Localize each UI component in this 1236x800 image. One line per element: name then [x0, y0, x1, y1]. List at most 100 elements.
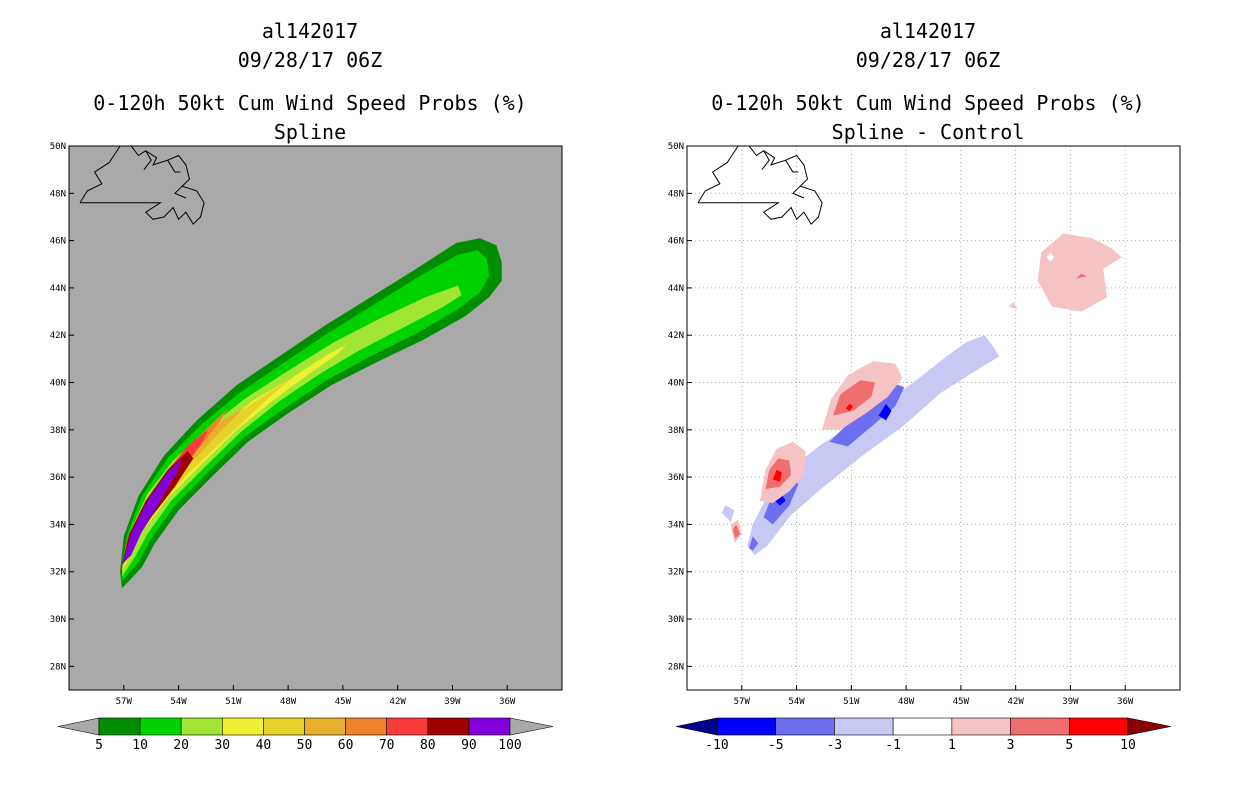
- x-tick-label-51W: 51W: [225, 697, 242, 707]
- left-panel: al142017 09/28/17 06Z 0-120h 50kt Cum Wi…: [50, 19, 563, 753]
- colorbar-label-70: 70: [379, 738, 395, 753]
- y-tick-label-38N: 38N: [668, 426, 684, 436]
- colorbar-extend-high: [509, 717, 554, 736]
- difference-region-11: [732, 524, 740, 539]
- coastline-segment-2: [143, 150, 152, 171]
- x-tick-label-54W: 54W: [170, 697, 187, 707]
- probability-band-60: [122, 408, 228, 567]
- y-tick-label-32N: 32N: [668, 568, 684, 578]
- y-tick-label-28N: 28N: [668, 662, 684, 672]
- x-tick-label-39W: 39W: [444, 697, 461, 707]
- coastline-segment-3: [792, 185, 805, 199]
- y-tick-label-30N: 30N: [50, 615, 66, 625]
- colorbar-label-10: 10: [132, 738, 148, 753]
- colorbar-label-80: 80: [420, 738, 436, 753]
- colorbar-swatch-0: [716, 717, 777, 736]
- left-y-axis: 50N 48N 46N 44N 42N 40N 38N 36N 34N 32N 30N 28N: [50, 142, 74, 672]
- x-tick-label-54W: 54W: [788, 697, 805, 707]
- left-x-axis: 57W 54W 51W 48W 45W 42W 39W 36W: [116, 685, 516, 707]
- difference-region-4: [749, 536, 759, 551]
- left-plot-background: [69, 146, 562, 690]
- x-tick-label-57W: 57W: [116, 697, 133, 707]
- left-title-method: Spline: [274, 120, 346, 144]
- colorbar-swatch-5: [304, 717, 346, 736]
- coastline-segment-0: [79, 146, 205, 225]
- x-tick-label-45W: 45W: [335, 697, 352, 707]
- coastline-segment-0: [697, 146, 823, 225]
- y-tick-label-32N: 32N: [50, 568, 66, 578]
- coastline-segment-1: [785, 159, 799, 173]
- y-tick-label-42N: 42N: [668, 331, 684, 341]
- probability-band-10: [122, 250, 489, 582]
- probability-band-80: [122, 451, 194, 565]
- right-title-storm: al142017: [880, 19, 976, 43]
- colorbar-label-5: 5: [1065, 738, 1073, 753]
- coastline-segment-3: [174, 185, 187, 199]
- right-coastline-newfoundland: [697, 146, 823, 225]
- y-tick-label-38N: 38N: [50, 426, 66, 436]
- colorbar-swatch-6: [1068, 717, 1129, 736]
- left-title-product: 0-120h 50kt Cum Wind Speed Probs (%): [93, 91, 526, 115]
- colorbar-swatch-3: [222, 717, 264, 736]
- colorbar-swatch-4: [263, 717, 305, 736]
- y-tick-label-36N: 36N: [50, 473, 66, 483]
- right-plot-background: [687, 146, 1180, 690]
- y-tick-label-36N: 36N: [668, 473, 684, 483]
- colorbar-swatch-2: [180, 717, 223, 736]
- difference-region-15: [1037, 233, 1122, 312]
- colorbar-label-3: 3: [1007, 738, 1015, 753]
- colorbar-swatch-0: [98, 717, 141, 736]
- y-tick-label-40N: 40N: [668, 379, 684, 389]
- y-tick-label-40N: 40N: [50, 379, 66, 389]
- y-tick-label-46N: 46N: [50, 237, 66, 247]
- colorbar-label-20: 20: [173, 738, 189, 753]
- y-tick-label-34N: 34N: [668, 520, 684, 530]
- difference-region-14: [845, 403, 854, 411]
- x-tick-label-57W: 57W: [734, 697, 751, 707]
- colorbar-label-1: 1: [948, 738, 956, 753]
- difference-region-17: [1075, 273, 1087, 279]
- difference-region-1: [721, 505, 735, 523]
- difference-region-16: [1046, 252, 1054, 262]
- colorbar-extend-low: [675, 717, 718, 736]
- y-tick-label-44N: 44N: [50, 284, 66, 294]
- right-title-product: 0-120h 50kt Cum Wind Speed Probs (%): [711, 91, 1144, 115]
- colorbar-swatch-2: [834, 717, 894, 736]
- x-tick-label-48W: 48W: [898, 697, 915, 707]
- x-tick-label-48W: 48W: [280, 697, 297, 707]
- colorbar-swatch-5: [1010, 717, 1070, 736]
- difference-region-9: [772, 470, 782, 482]
- right-title-date: 09/28/17 06Z: [856, 48, 1001, 72]
- colorbar-label--1: -1: [885, 738, 901, 753]
- difference-region-6: [878, 403, 892, 421]
- y-tick-label-30N: 30N: [668, 615, 684, 625]
- probability-band-20: [122, 285, 462, 577]
- colorbar-extend-low: [57, 717, 100, 736]
- right-x-axis: 57W 54W 51W 48W 45W 42W 39W 36W: [734, 685, 1134, 707]
- colorbar-swatch-4: [951, 717, 1011, 736]
- colorbar-label--10: -10: [705, 738, 728, 753]
- coastline-segment-2: [761, 150, 770, 171]
- x-tick-label-45W: 45W: [953, 697, 970, 707]
- left-title-storm: al142017: [262, 19, 358, 43]
- colorbar-swatch-1: [775, 717, 835, 736]
- y-tick-label-28N: 28N: [50, 662, 66, 672]
- difference-region-0: [747, 335, 1000, 556]
- y-tick-label-44N: 44N: [668, 284, 684, 294]
- colorbar-label-100: 100: [498, 738, 521, 753]
- difference-region-5: [829, 382, 905, 447]
- colorbar-label-90: 90: [461, 738, 477, 753]
- y-tick-label-46N: 46N: [668, 237, 684, 247]
- y-tick-label-50N: 50N: [50, 142, 66, 152]
- colorbar-label-5: 5: [95, 738, 103, 753]
- colorbar-label--5: -5: [768, 738, 784, 753]
- left-title-date: 09/28/17 06Z: [238, 48, 383, 72]
- difference-region-13: [833, 380, 876, 416]
- left-colorbar: 5 10 20 30 40 50 60 70 80 90 100: [57, 717, 554, 753]
- right-difference-contours: [721, 233, 1122, 556]
- y-tick-label-48N: 48N: [668, 189, 684, 199]
- colorbar-swatch-7: [386, 717, 429, 736]
- right-colorbar: -10 -5 -3 -1 1 3 5 10: [675, 717, 1172, 753]
- right-y-axis: 50N 48N 46N 44N 42N 40N 38N 36N 34N 32N 30N 28N: [668, 142, 692, 672]
